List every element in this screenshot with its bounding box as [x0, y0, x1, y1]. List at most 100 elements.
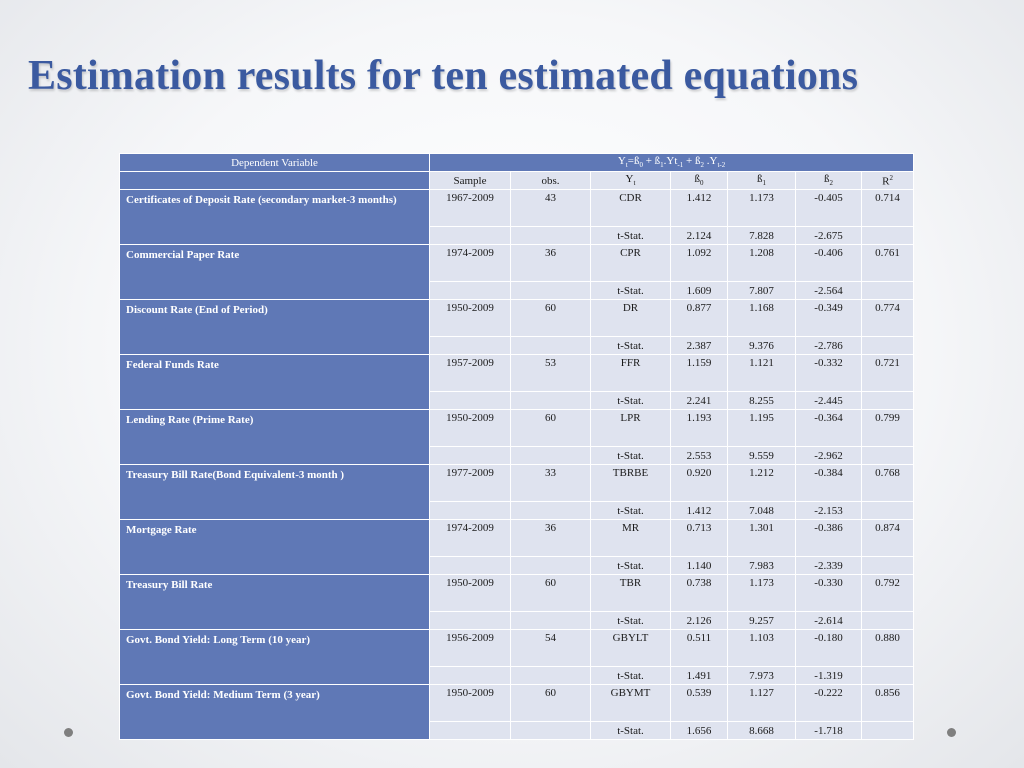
- yt-cell: CPR: [590, 244, 671, 282]
- obs-cell: 53: [510, 354, 591, 392]
- tstat-b2-cell: -2.153: [795, 501, 862, 520]
- empty-cell: [860, 336, 915, 355]
- empty-cell: [860, 391, 915, 410]
- table-row: Lending Rate (Prime Rate) 1950-2009 60 LPR 1…: [119, 409, 915, 465]
- empty-cell: [429, 556, 511, 575]
- empty-cell: [429, 281, 511, 300]
- obs-cell: 60: [510, 299, 591, 337]
- tstat-b2-cell: -2.339: [795, 556, 862, 575]
- empty-cell: [429, 336, 511, 355]
- b2-cell: -0.222: [795, 684, 862, 722]
- empty-cell: [860, 721, 915, 740]
- tstat-b0-cell: 1.656: [670, 721, 728, 740]
- obs-cell: 60: [510, 409, 591, 447]
- b0-cell: 1.412: [670, 189, 728, 227]
- b1-cell: 1.208: [727, 244, 796, 282]
- tstat-label-cell: t-Stat.: [590, 336, 671, 355]
- tstat-label-cell: t-Stat.: [590, 501, 671, 520]
- tstat-row: t-Stat. 1.656 8.668 -1.718: [120, 721, 915, 740]
- empty-cell: [510, 391, 591, 410]
- table-row: Discount Rate (End of Period) 1950-2009 60…: [119, 299, 915, 355]
- yt-cell: CDR: [590, 189, 671, 227]
- tstat-b1-cell: 8.668: [727, 721, 796, 740]
- header-row-1: Dependent Variable Yt=ß0 + ß1.Yt-1 + ß2 …: [119, 153, 915, 172]
- dependent-variable-cell: Certificates of Deposit Rate (secondary …: [119, 189, 430, 245]
- tstat-b2-cell: -2.962: [795, 446, 862, 465]
- tstat-label-cell: t-Stat.: [590, 391, 671, 410]
- tstat-b0-cell: 2.126: [670, 611, 728, 630]
- tstat-label-cell: t-Stat.: [590, 226, 671, 245]
- tstat-b1-cell: 7.983: [727, 556, 796, 575]
- b0-cell: 0.920: [670, 464, 728, 502]
- sample-cell: 1974-2009: [429, 519, 511, 557]
- empty-cell: [429, 501, 511, 520]
- column-header-b0: ß0: [670, 171, 728, 190]
- b0-cell: 0.511: [670, 629, 728, 667]
- empty-cell: [860, 666, 915, 685]
- right-decor-dot: [947, 728, 956, 737]
- empty-cell: [510, 226, 591, 245]
- r2-cell: 0.721: [860, 354, 915, 392]
- tstat-b0-cell: 1.412: [670, 501, 728, 520]
- b1-cell: 1.121: [727, 354, 796, 392]
- yt-cell: LPR: [590, 409, 671, 447]
- r2-cell: 0.880: [860, 629, 915, 667]
- obs-cell: 33: [510, 464, 591, 502]
- tstat-label-cell: t-Stat.: [590, 556, 671, 575]
- empty-cell: [860, 501, 915, 520]
- b1-cell: 1.173: [727, 574, 796, 612]
- empty-cell: [860, 226, 915, 245]
- empty-cell: [429, 446, 511, 465]
- column-header-b1: ß1: [727, 171, 796, 190]
- tstat-label-cell: t-Stat.: [590, 281, 671, 300]
- empty-cell: [429, 226, 511, 245]
- obs-cell: 36: [510, 519, 591, 557]
- tstat-b0-cell: 2.553: [670, 446, 728, 465]
- b2-cell: -0.384: [795, 464, 862, 502]
- tstat-b1-cell: 7.807: [727, 281, 796, 300]
- tstat-b2-cell: -2.675: [795, 226, 862, 245]
- table-row: Mortgage Rate 1974-2009 36 MR 0.713 1.301 -0.3…: [119, 519, 915, 575]
- b2-cell: -0.349: [795, 299, 862, 337]
- b0-cell: 1.193: [670, 409, 728, 447]
- sample-cell: 1967-2009: [429, 189, 511, 227]
- tstat-b0-cell: 2.387: [670, 336, 728, 355]
- r2-cell: 0.874: [860, 519, 915, 557]
- empty-cell: [860, 556, 915, 575]
- tstat-b1-cell: 8.255: [727, 391, 796, 410]
- yt-cell: TBR: [590, 574, 671, 612]
- sample-cell: 1950-2009: [429, 299, 511, 337]
- column-header-yt: Yt: [590, 171, 671, 190]
- obs-cell: 60: [510, 574, 591, 612]
- yt-cell: DR: [590, 299, 671, 337]
- empty-cell: [429, 666, 511, 685]
- dependent-variable-cell: Treasury Bill Rate: [119, 574, 430, 630]
- b0-cell: 1.159: [670, 354, 728, 392]
- b2-cell: -0.364: [795, 409, 862, 447]
- tstat-row: t-Stat. 1.609 7.807 -2.564: [120, 281, 915, 300]
- header-row-2: Sample obs. Yt ß0 ß1 ß2 R2: [119, 171, 915, 190]
- b1-cell: 1.212: [727, 464, 796, 502]
- table-row: Treasury Bill Rate 1950-2009 60 TBR 0.738 1.1…: [119, 574, 915, 630]
- r2-cell: 0.774: [860, 299, 915, 337]
- dependent-variable-header: Dependent Variable: [119, 153, 430, 172]
- r2-cell: 0.856: [860, 684, 915, 722]
- yt-cell: TBRBE: [590, 464, 671, 502]
- tstat-row: t-Stat. 2.553 9.559 -2.962: [120, 446, 915, 465]
- sample-cell: 1956-2009: [429, 629, 511, 667]
- tstat-b1-cell: 7.828: [727, 226, 796, 245]
- tstat-b2-cell: -2.614: [795, 611, 862, 630]
- b1-cell: 1.168: [727, 299, 796, 337]
- table-row: Govt. Bond Yield: Medium Term (3 year) 19…: [119, 684, 915, 740]
- empty-cell: [429, 611, 511, 630]
- b0-cell: 0.713: [670, 519, 728, 557]
- sample-cell: 1957-2009: [429, 354, 511, 392]
- obs-cell: 60: [510, 684, 591, 722]
- obs-cell: 36: [510, 244, 591, 282]
- tstat-b2-cell: -2.445: [795, 391, 862, 410]
- tstat-label-cell: t-Stat.: [590, 611, 671, 630]
- empty-cell: [510, 446, 591, 465]
- tstat-label-cell: t-Stat.: [590, 721, 671, 740]
- yt-cell: MR: [590, 519, 671, 557]
- r2-cell: 0.792: [860, 574, 915, 612]
